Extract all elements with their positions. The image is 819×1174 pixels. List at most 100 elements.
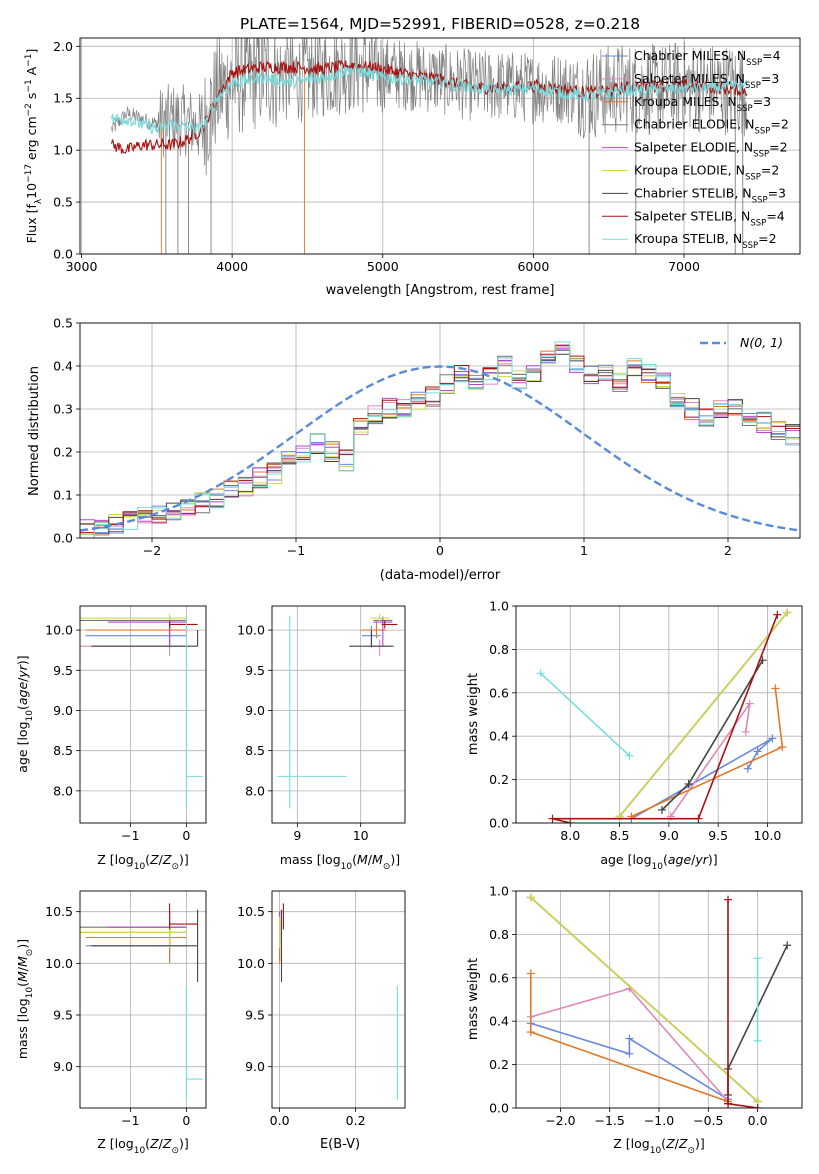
y-tick-label: 8.5 xyxy=(245,743,265,758)
histogram-salpeter-stelib xyxy=(80,345,800,535)
legend-entry: Chabrier STELIB, NSSP=3 xyxy=(634,185,786,205)
legend-text: Kroupa STELIB, N xyxy=(634,231,742,246)
y-tick-label: 0.5 xyxy=(53,195,73,210)
weight-line xyxy=(530,1022,729,1100)
histogram-chabrier-miles xyxy=(80,344,800,535)
label-part: ( xyxy=(15,982,30,987)
x-tick-label: 6000 xyxy=(517,259,549,274)
x-tick-label: 0 xyxy=(182,828,190,843)
legend-entry: Kroupa MILES, NSSP=3 xyxy=(634,94,771,114)
label-part: age xyxy=(668,852,692,867)
legend-tail: =4 xyxy=(766,208,784,223)
y-tick-label: 0.1 xyxy=(53,488,73,503)
y-tick-label: 0.4 xyxy=(53,359,73,374)
axes-frame xyxy=(515,890,803,1109)
y-axis-label: mass [log10(M/M⊙)] xyxy=(15,939,35,1059)
plot-area xyxy=(80,903,204,1100)
legend-tail: =2 xyxy=(770,117,788,132)
legend-text: Salpeter MILES, N xyxy=(634,71,745,86)
axes-frame xyxy=(79,37,801,255)
x-tick-label: 0.0 xyxy=(270,1113,290,1128)
legend-sub: SSP xyxy=(745,173,761,183)
data-spectrum-line xyxy=(111,38,748,176)
legend-text: Chabrier ELODIE, N xyxy=(634,117,754,132)
y-tick-label: 0.5 xyxy=(53,316,73,331)
x-tick-label: 5000 xyxy=(367,259,399,274)
x-tick-label: 3000 xyxy=(66,259,98,274)
legend-text: Salpeter ELODIE, N xyxy=(634,140,753,155)
label-part: )] xyxy=(390,852,400,867)
y-tick-label: 1.0 xyxy=(53,143,73,158)
y-tick-label: 0.2 xyxy=(489,1057,509,1072)
x-axis-label: age [log10(age/yr)] xyxy=(600,852,717,872)
legend-tail: =2 xyxy=(758,231,776,246)
x-tick-label: −1.0 xyxy=(644,1113,674,1128)
y-tick-label: 0.2 xyxy=(53,445,73,460)
label-part: yr xyxy=(694,852,708,867)
x-axis-label: Z [log10(Z/Z⊙)] xyxy=(613,1136,705,1156)
label-part: )] xyxy=(179,852,189,867)
x-tick-label: −2.0 xyxy=(545,1113,575,1128)
axes-frame xyxy=(515,605,803,824)
y-tick-label: 10.5 xyxy=(237,904,265,919)
label-part: ( xyxy=(145,852,150,867)
plot-area xyxy=(277,614,398,809)
label-part: M xyxy=(15,956,30,967)
label-part: M xyxy=(372,852,383,867)
weight-line xyxy=(727,899,758,1108)
y-tick-label: 8.5 xyxy=(53,743,73,758)
label-part: ⊙ xyxy=(383,862,391,872)
legend-tail: =3 xyxy=(753,94,771,109)
label-part: Z xyxy=(149,852,159,867)
legend-text: Chabrier STELIB, N xyxy=(634,185,752,200)
legend-text: Kroupa ELODIE, N xyxy=(634,163,745,178)
x-tick-label: 9 xyxy=(293,828,301,843)
legend-text: Salpeter STELIB, N xyxy=(634,208,750,223)
y-axis-label: Flux [fλ10−17 erg cm−2 s−1 A−1] xyxy=(24,49,44,244)
label-part: )] xyxy=(15,939,30,949)
y-tick-label: 1.0 xyxy=(489,599,509,614)
label-part: Z [log xyxy=(613,1136,649,1151)
axes-frame xyxy=(79,605,207,824)
weight-line xyxy=(552,614,779,823)
x-tick-label: 9.5 xyxy=(708,828,728,843)
label-part: Z xyxy=(149,1136,159,1151)
weight-line xyxy=(618,611,788,818)
y-tick-label: 0.0 xyxy=(489,816,509,831)
x-tick-label: −1 xyxy=(121,1113,139,1128)
label-part: age [log xyxy=(600,852,651,867)
label-part: 10 xyxy=(134,862,146,872)
legend-tail: =2 xyxy=(769,140,787,155)
x-tick-label: 7000 xyxy=(668,259,700,274)
plot-area xyxy=(536,608,792,823)
x-axis-label: wavelength [Angstrom, rest frame] xyxy=(326,283,555,298)
y-tick-label: 0.0 xyxy=(53,247,73,262)
y-tick-label: 9.5 xyxy=(245,663,265,678)
x-tick-label: 9.0 xyxy=(659,828,679,843)
y-tick-label: 10.0 xyxy=(237,623,265,638)
label-part: 10 xyxy=(25,710,35,722)
x-tick-label: −1.5 xyxy=(595,1113,625,1128)
legend-sub: SSP xyxy=(745,81,761,91)
legend-entry: Salpeter MILES, NSSP=3 xyxy=(634,71,779,91)
legend-tail: =2 xyxy=(761,163,779,178)
y-tick-label: 0.8 xyxy=(489,927,509,942)
label-part: −17 xyxy=(24,164,34,183)
label-part: erg cm xyxy=(24,116,39,164)
spectrum-panel: 3000 4000 5000 6000 7000 0.0 0.5 1.0 1.5 2.0 Chabr… xyxy=(24,37,801,298)
legend-entry: Salpeter ELODIE, NSSP=2 xyxy=(634,140,788,160)
y-tick-label: 10.0 xyxy=(237,956,265,971)
label-part: ⊙ xyxy=(171,1146,179,1156)
gaussian-reference-line xyxy=(80,365,800,532)
y-tick-label: 0.6 xyxy=(489,685,509,700)
label-part: M xyxy=(15,971,30,982)
y-tick-label: 2.0 xyxy=(53,39,73,54)
y-tick-label: 9.5 xyxy=(53,1008,73,1023)
x-axis-label: mass [log10(M/M⊙)] xyxy=(280,852,400,872)
legend-entry: N(0, 1) xyxy=(740,335,783,350)
legend-sub: SSP xyxy=(753,150,769,160)
x-tick-label: 10.0 xyxy=(754,828,782,843)
label-part: / xyxy=(159,1136,164,1151)
label-part: / xyxy=(368,852,373,867)
x-axis-label: Z [log10(Z/Z⊙)] xyxy=(97,1136,189,1156)
